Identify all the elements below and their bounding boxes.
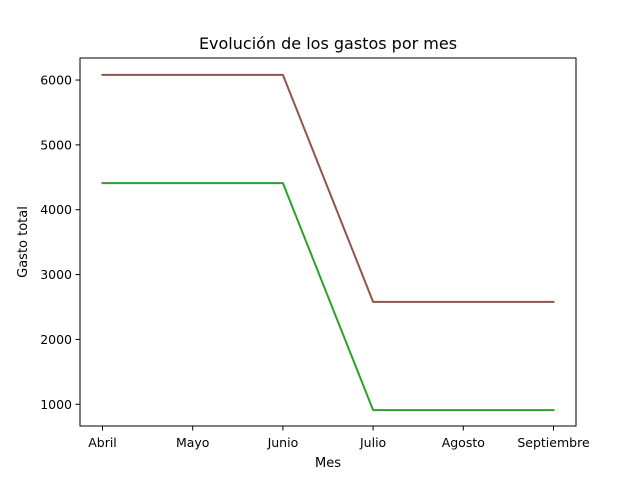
y-tick-label: 6000 bbox=[40, 73, 72, 88]
y-axis: 1000 2000 3000 4000 5000 6000 bbox=[40, 73, 80, 412]
y-tick-label: 3000 bbox=[40, 267, 72, 282]
series-line-1 bbox=[101, 73, 555, 303]
chart-title: Evolución de los gastos por mes bbox=[199, 34, 457, 53]
x-tick-label: Julio bbox=[359, 435, 386, 450]
x-axis: Abril Mayo Junio Julio Agosto Septiembre bbox=[88, 426, 590, 450]
series-line-2 bbox=[101, 182, 555, 412]
y-axis-label: Gasto total bbox=[16, 206, 31, 278]
series-layer bbox=[101, 73, 555, 412]
x-tick-label: Septiembre bbox=[517, 435, 590, 450]
y-tick-label: 5000 bbox=[40, 137, 72, 152]
y-tick-label: 4000 bbox=[40, 202, 72, 217]
y-tick-label: 1000 bbox=[40, 397, 72, 412]
x-axis-label: Mes bbox=[315, 456, 341, 471]
x-tick-label: Junio bbox=[267, 435, 299, 450]
plot-frame bbox=[79, 57, 577, 427]
x-tick-label: Abril bbox=[88, 435, 117, 450]
y-tick-label: 2000 bbox=[40, 332, 72, 347]
x-tick-label: Mayo bbox=[176, 435, 210, 450]
x-tick-label: Agosto bbox=[442, 435, 485, 450]
